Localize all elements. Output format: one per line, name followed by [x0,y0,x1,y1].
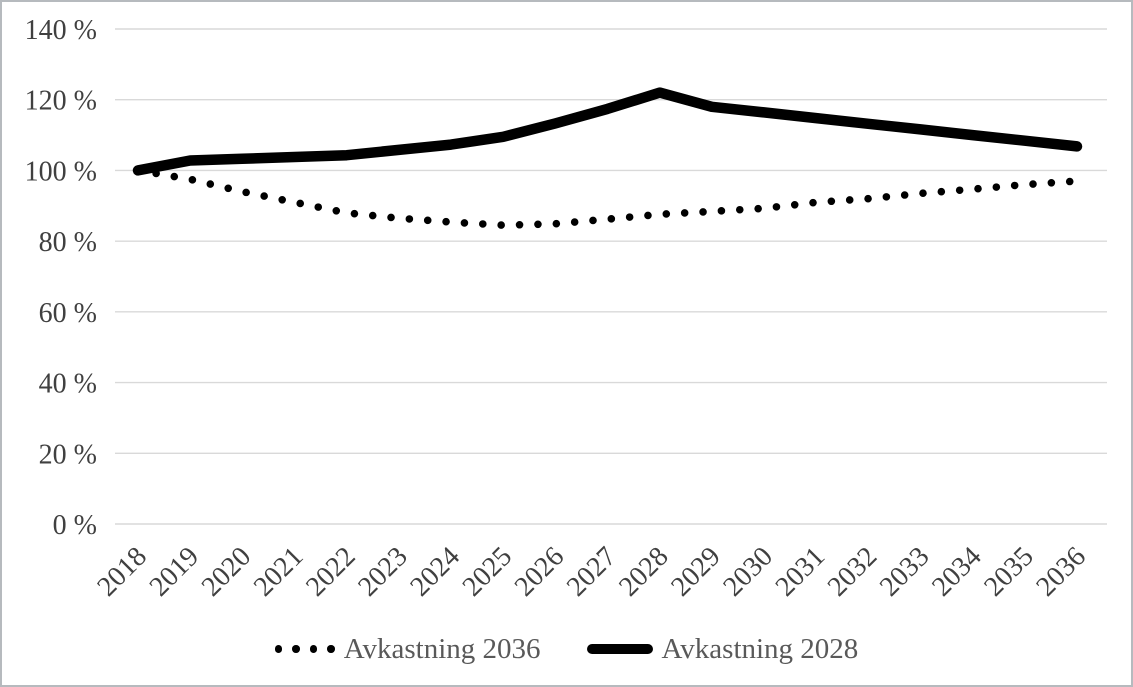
legend-label-avkastning-2028: Avkastning 2028 [661,632,859,665]
x-tick-label: 2024 [404,541,466,603]
x-tick-label: 2019 [144,541,206,603]
x-tick-label: 2029 [665,541,727,603]
x-tick-label: 2026 [509,541,571,603]
y-tick-label: 80 % [39,227,97,258]
x-tick-label: 2036 [1030,541,1092,603]
y-tick-label: 20 % [39,439,97,470]
x-tick-label: 2035 [978,541,1040,603]
solid-series-marker-icon [586,643,653,655]
x-tick-label: 2032 [822,541,884,603]
y-tick-label: 100 % [25,156,97,187]
x-tick-label: 2033 [874,541,936,603]
x-tick-label: 2030 [717,541,779,603]
x-tick-label: 2034 [926,541,988,603]
y-tick-label: 40 % [39,369,97,400]
y-tick-label: 140 % [25,15,97,46]
x-tick-label: 2021 [248,541,310,603]
y-tick-label: 60 % [39,298,97,329]
x-tick-label: 2027 [561,541,623,603]
dotted-series-marker-icon [274,645,335,653]
legend-item-avkastning-2028: Avkastning 2028 [586,632,859,666]
y-tick-label: 120 % [25,86,97,117]
chart-legend: Avkastning 2036 Avkastning 2028 [2,628,1131,670]
legend-item-avkastning-2036: Avkastning 2036 [274,632,541,666]
x-tick-label: 2025 [457,541,519,603]
x-tick-label: 2020 [196,541,258,603]
legend-label-avkastning-2036: Avkastning 2036 [343,632,541,665]
x-tick-label: 2018 [91,541,153,603]
x-tick-label: 2022 [300,541,362,603]
series-path-avkastning-2036 [134,166,1081,229]
series-path-avkastning-2028 [132,87,1083,176]
x-tick-label: 2023 [352,541,414,603]
x-tick-label: 2031 [770,541,832,603]
y-tick-label: 0 % [53,510,97,541]
x-tick-label: 2028 [613,541,675,603]
